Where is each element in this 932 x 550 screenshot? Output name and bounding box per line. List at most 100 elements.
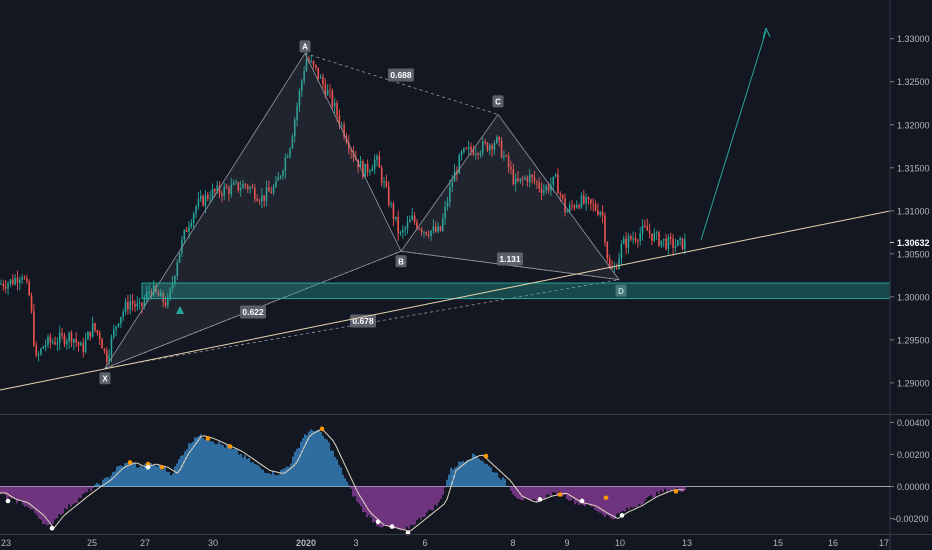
candle-body [242,184,244,189]
histogram-bar [170,475,172,487]
histogram-bar [208,440,210,487]
harmonic-pattern: X A B C D 0.688 0.622 1.131 0.678 [99,40,627,385]
candle-body [592,203,594,205]
histogram-bar [668,486,670,491]
histogram-bar [400,486,402,531]
candle-body [460,151,463,156]
candle-body [519,178,522,182]
candle-body [160,292,162,297]
candle-body [651,233,653,241]
candle-body [639,233,641,242]
histogram-bar [256,464,258,487]
histogram-bar [304,434,306,487]
candle-body [566,211,569,213]
histogram-bar [288,466,290,487]
histogram-bar [370,486,372,518]
histogram-bar [536,486,538,503]
histogram-bar [48,486,50,525]
candle-body [11,279,14,285]
candle-body [538,182,540,189]
price-tick-label: 1.33000 [897,34,930,44]
histogram-bar [676,486,678,488]
candle-body [44,344,47,347]
candle-body [61,332,63,336]
histogram-bar [86,486,88,493]
candle-body [439,226,442,231]
candle-body [75,339,77,343]
time-tick-label: 6 [422,538,427,548]
candle-body [216,185,218,192]
price-tick-label: 1.29500 [897,335,930,345]
histogram-bar [222,445,224,487]
histogram-bar [44,486,46,524]
histogram-bar [84,486,86,493]
histogram-bar [386,486,388,527]
candle-body [141,302,143,307]
candle-body [115,326,117,330]
candle-body [108,355,110,362]
histogram-bar [154,465,156,487]
candles [0,52,686,366]
candle-body [251,187,254,189]
histogram-bar [534,486,536,500]
histogram-bar [592,486,594,507]
histogram-bar [184,451,186,487]
candle-body [615,268,618,269]
candle-body [298,90,301,107]
candle-body [679,238,681,240]
candle-body [207,194,209,199]
histogram-bar [338,464,340,487]
histogram-bar [526,486,528,499]
candle-body [571,205,573,206]
candle-body [162,292,164,303]
candle-body [261,195,263,202]
point-label-box [615,284,627,297]
histogram-bar [628,486,630,510]
peak-marker [603,495,609,501]
histogram-bar [540,486,542,497]
candle-body [423,231,425,233]
histogram-bar [652,486,654,498]
candle-body [275,180,277,187]
histogram-bar [538,486,540,500]
histogram-bar [488,465,490,487]
histogram-bar [30,486,32,510]
candle-body [35,345,38,356]
candle-body [536,181,538,183]
histogram-bar [602,486,604,515]
candle-body [345,137,348,143]
histogram-bar [498,477,500,487]
price-tick-label: 1.29000 [897,378,930,388]
candle-body [246,185,249,190]
histogram-bar [426,486,428,513]
histogram-bar [392,486,394,528]
histogram-bar [546,486,548,495]
histogram-bar [240,453,242,487]
histogram-bar [34,486,36,514]
time-tick-label: 8 [510,538,515,548]
histogram-bar [122,466,124,487]
candle-body [185,229,188,232]
ratio-line-xb [104,250,402,369]
histogram-bar [130,464,132,487]
ratio-label: 0.678 [352,316,374,326]
histogram-bar [230,447,232,487]
candle-body [40,348,42,355]
histogram-bar [644,486,646,501]
candle-body [648,230,651,234]
candle-body [406,222,409,229]
histogram-bar [104,478,106,487]
histogram-bar [8,486,10,498]
point-label-box [492,95,504,108]
histogram-bar [216,444,218,487]
histogram-bar [162,469,164,487]
histogram-bar [674,486,676,490]
histogram-bar [388,486,390,527]
candle-body [277,177,280,181]
histogram-bar [564,486,566,495]
candle-body [42,346,45,349]
histogram-bar [482,461,484,487]
candle-body [392,203,395,219]
histogram-bar [588,486,590,505]
histogram-bar [642,486,644,504]
